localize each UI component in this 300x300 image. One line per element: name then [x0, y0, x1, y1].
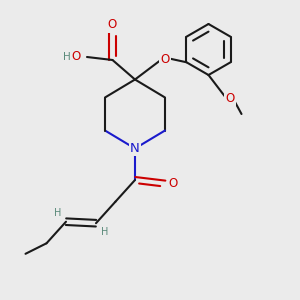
Text: O: O	[108, 18, 117, 32]
Text: O: O	[226, 92, 235, 105]
Text: H: H	[101, 226, 108, 237]
Text: H: H	[63, 52, 70, 62]
Text: O: O	[169, 177, 178, 190]
Text: N: N	[130, 142, 140, 155]
Text: O: O	[72, 50, 81, 64]
Text: O: O	[160, 53, 169, 66]
Text: H: H	[54, 208, 61, 218]
